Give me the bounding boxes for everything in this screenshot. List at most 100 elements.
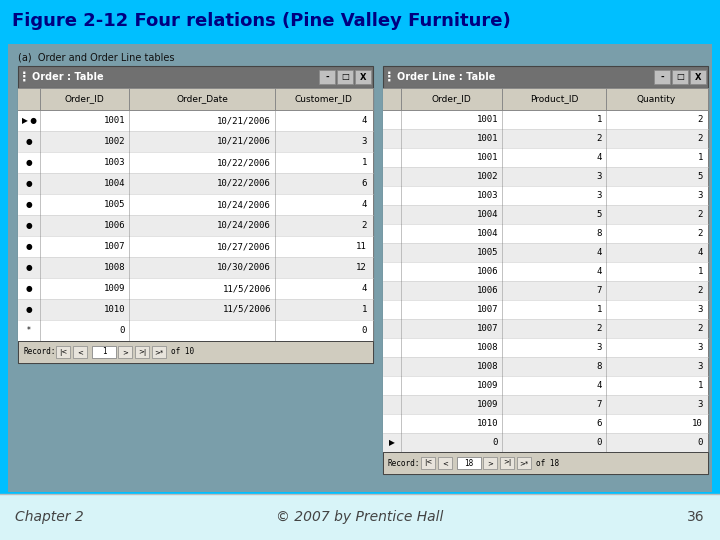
- Text: 1002: 1002: [477, 172, 498, 181]
- Text: ●: ●: [26, 263, 32, 272]
- FancyBboxPatch shape: [18, 215, 373, 236]
- Text: 3: 3: [698, 305, 703, 314]
- Text: >: >: [487, 460, 493, 466]
- Text: ●: ●: [26, 221, 32, 230]
- Text: >: >: [122, 349, 128, 355]
- Text: 1004: 1004: [477, 210, 498, 219]
- FancyBboxPatch shape: [383, 338, 708, 357]
- Text: -: -: [660, 72, 664, 82]
- Text: 10/30/2006: 10/30/2006: [217, 263, 271, 272]
- Text: 10/21/2006: 10/21/2006: [217, 137, 271, 146]
- Text: 1: 1: [597, 115, 602, 124]
- Text: Chapter 2: Chapter 2: [15, 510, 84, 524]
- FancyBboxPatch shape: [319, 70, 335, 84]
- Text: (a)  Order and Order Line tables: (a) Order and Order Line tables: [18, 53, 174, 63]
- Text: 1010: 1010: [477, 419, 498, 428]
- FancyBboxPatch shape: [18, 88, 373, 110]
- Text: 10/21/2006: 10/21/2006: [217, 116, 271, 125]
- FancyBboxPatch shape: [383, 224, 708, 243]
- Text: 2: 2: [698, 210, 703, 219]
- Text: >|: >|: [138, 348, 146, 355]
- FancyBboxPatch shape: [383, 395, 708, 414]
- Text: 6: 6: [361, 179, 367, 188]
- Text: 1007: 1007: [104, 242, 125, 251]
- FancyBboxPatch shape: [152, 346, 166, 358]
- Text: 3: 3: [698, 362, 703, 371]
- Text: X: X: [695, 72, 701, 82]
- FancyBboxPatch shape: [73, 346, 87, 358]
- Text: 1001: 1001: [477, 115, 498, 124]
- Text: 4: 4: [597, 153, 602, 162]
- Text: 1006: 1006: [104, 221, 125, 230]
- Text: 4: 4: [361, 116, 367, 125]
- Text: 4: 4: [597, 248, 602, 257]
- FancyBboxPatch shape: [18, 194, 373, 215]
- Text: ●: ●: [26, 284, 32, 293]
- FancyBboxPatch shape: [8, 44, 712, 492]
- FancyBboxPatch shape: [383, 186, 708, 205]
- Text: Order_ID: Order_ID: [65, 94, 104, 104]
- FancyBboxPatch shape: [383, 357, 708, 376]
- Text: 10/22/2006: 10/22/2006: [217, 158, 271, 167]
- Text: Quantity: Quantity: [637, 94, 676, 104]
- Text: 5: 5: [597, 210, 602, 219]
- Text: 1001: 1001: [104, 116, 125, 125]
- Text: ●: ●: [26, 158, 32, 167]
- Text: ●: ●: [26, 242, 32, 251]
- Text: 1008: 1008: [104, 263, 125, 272]
- FancyBboxPatch shape: [438, 457, 452, 469]
- FancyBboxPatch shape: [18, 173, 373, 194]
- Text: 0: 0: [361, 326, 367, 335]
- FancyBboxPatch shape: [383, 66, 708, 88]
- FancyBboxPatch shape: [383, 88, 708, 110]
- Text: 5: 5: [698, 172, 703, 181]
- FancyBboxPatch shape: [383, 110, 708, 129]
- Text: 2: 2: [698, 324, 703, 333]
- Text: 10/24/2006: 10/24/2006: [217, 221, 271, 230]
- Text: 1004: 1004: [104, 179, 125, 188]
- Text: Figure 2-12 Four relations (Pine Valley Furniture): Figure 2-12 Four relations (Pine Valley …: [12, 12, 510, 30]
- FancyBboxPatch shape: [383, 319, 708, 338]
- FancyBboxPatch shape: [135, 346, 149, 358]
- Text: ▶ ●: ▶ ●: [22, 116, 37, 125]
- Text: 2: 2: [597, 134, 602, 143]
- Text: 1003: 1003: [104, 158, 125, 167]
- FancyBboxPatch shape: [383, 433, 708, 452]
- Text: Product_ID: Product_ID: [530, 94, 578, 104]
- Text: 10: 10: [692, 419, 703, 428]
- Text: 3: 3: [597, 343, 602, 352]
- Text: 4: 4: [597, 267, 602, 276]
- Text: <: <: [442, 460, 448, 466]
- Text: 1: 1: [597, 305, 602, 314]
- FancyBboxPatch shape: [18, 110, 373, 131]
- Text: X: X: [360, 72, 366, 82]
- Text: of 18: of 18: [536, 458, 559, 468]
- Text: 2: 2: [361, 221, 367, 230]
- FancyBboxPatch shape: [56, 346, 70, 358]
- Text: 2: 2: [698, 134, 703, 143]
- FancyBboxPatch shape: [18, 257, 373, 278]
- FancyBboxPatch shape: [383, 148, 708, 167]
- FancyBboxPatch shape: [0, 0, 720, 42]
- Text: |<: |<: [424, 460, 432, 467]
- Text: 3: 3: [597, 172, 602, 181]
- Text: ●: ●: [26, 200, 32, 209]
- Text: 1007: 1007: [477, 305, 498, 314]
- Text: Order Line : Table: Order Line : Table: [397, 72, 495, 82]
- Text: >*: >*: [154, 349, 163, 355]
- Text: 3: 3: [698, 343, 703, 352]
- Text: Customer_ID: Customer_ID: [294, 94, 352, 104]
- Text: 0: 0: [120, 326, 125, 335]
- FancyBboxPatch shape: [383, 205, 708, 224]
- FancyBboxPatch shape: [690, 70, 706, 84]
- FancyBboxPatch shape: [18, 152, 373, 173]
- Text: <: <: [77, 349, 83, 355]
- Text: Record:: Record:: [23, 348, 55, 356]
- Text: 0: 0: [698, 438, 703, 447]
- FancyBboxPatch shape: [92, 346, 116, 358]
- Text: 1002: 1002: [104, 137, 125, 146]
- Text: 7: 7: [597, 286, 602, 295]
- Text: 2: 2: [698, 115, 703, 124]
- Text: ●: ●: [26, 137, 32, 146]
- Text: ⋮: ⋮: [18, 71, 30, 84]
